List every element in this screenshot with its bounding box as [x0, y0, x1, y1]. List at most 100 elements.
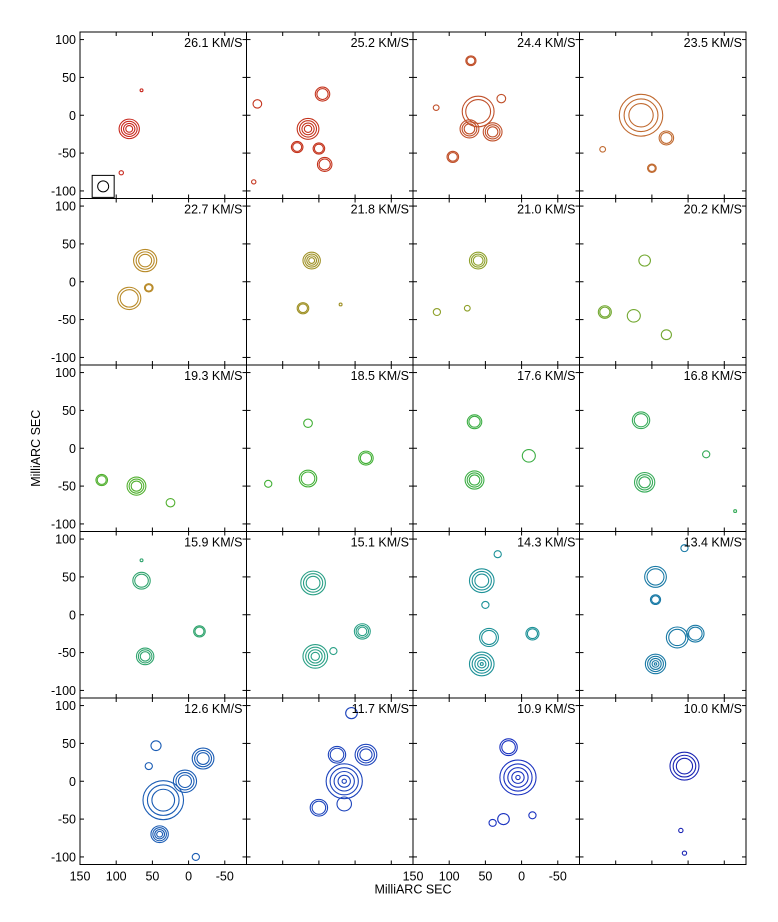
contour-level	[493, 550, 502, 559]
contour-level	[325, 763, 363, 800]
contour-level	[337, 774, 351, 788]
y-tick-label: -50	[58, 813, 76, 827]
contour-level	[196, 752, 210, 765]
contour-level	[118, 118, 140, 140]
contour-level	[479, 661, 484, 666]
y-tick-label: -100	[51, 850, 76, 864]
contour-level	[120, 120, 138, 138]
contour-group	[132, 558, 206, 666]
contour-level	[733, 509, 738, 514]
contour-level	[474, 573, 490, 588]
channel-panel: 14.3 KM/S	[412, 531, 580, 699]
channel-panel: 11.7 KM/S	[246, 697, 414, 865]
y-tick-label: -50	[58, 646, 76, 660]
velocity-label: 19.3 KM/S	[184, 369, 242, 383]
contour-level	[479, 627, 499, 648]
panel-frame	[412, 697, 580, 865]
contour-level	[165, 498, 176, 508]
contour-level	[511, 770, 525, 784]
contour-level	[302, 643, 329, 669]
axes-layer: 100500-50-100100500-50-100100500-50-1001…	[29, 33, 567, 896]
x-tick-label: 100	[106, 870, 127, 884]
contour-level	[464, 470, 485, 490]
contour-level	[678, 827, 684, 834]
contour-level	[468, 568, 495, 594]
contour-level	[177, 774, 193, 789]
contour-level	[300, 570, 326, 596]
panel-frame	[79, 31, 247, 199]
contour-level	[305, 646, 326, 667]
channel-panel: 20.2 KM/S	[579, 198, 747, 366]
contour-level	[357, 626, 368, 637]
contour-level	[660, 329, 672, 341]
contour-level	[329, 647, 338, 656]
velocity-label: 16.8 KM/S	[684, 369, 742, 383]
y-tick-label: -100	[51, 684, 76, 698]
contour-group	[142, 740, 215, 861]
contour-level	[470, 253, 486, 268]
contour-level	[137, 649, 153, 664]
velocity-label: 23.5 KM/S	[684, 36, 742, 50]
contour-level	[672, 754, 697, 778]
contour-level	[296, 117, 320, 140]
contour-group	[432, 251, 488, 317]
y-tick-label: 50	[62, 570, 76, 584]
contour-level	[150, 825, 169, 844]
contour-level	[316, 156, 333, 172]
contour-level	[660, 131, 673, 144]
y-tick-label: 100	[55, 200, 76, 214]
panel-frame	[79, 364, 247, 532]
contour-level	[302, 251, 321, 270]
beam-box	[91, 174, 115, 198]
y-axis-title: MilliARC SEC	[29, 410, 43, 487]
x-tick-label: 150	[70, 870, 91, 884]
x-axis-title: MilliARC SEC	[374, 883, 451, 897]
velocity-label: 13.4 KM/S	[684, 536, 742, 550]
contour-level	[599, 145, 607, 153]
y-tick-label: 50	[62, 737, 76, 751]
panels-layer: 26.1 KM/S 25.2 KM/S 24.4 KM/S 23.5 KM/S 22.7…	[79, 31, 747, 865]
contour-level	[316, 88, 329, 101]
contour-level	[309, 798, 329, 817]
contour-level	[172, 769, 198, 793]
panel-frame	[579, 198, 747, 366]
contour-level	[150, 740, 162, 752]
velocity-label: 15.1 KM/S	[351, 536, 409, 550]
contour-level	[472, 255, 484, 266]
y-tick-label: 0	[69, 608, 76, 622]
contour-level	[461, 95, 495, 128]
contour-group	[264, 418, 374, 488]
contour-group	[599, 93, 675, 173]
contour-group	[300, 570, 371, 669]
contour-group	[309, 707, 378, 817]
x-tick-label: 150	[403, 870, 424, 884]
contour-level	[125, 125, 134, 133]
contour-level	[646, 568, 665, 586]
contour-group	[251, 86, 333, 185]
contour-level	[329, 767, 359, 796]
y-tick-label: 50	[62, 404, 76, 418]
contour-level	[649, 657, 662, 670]
contour-level	[96, 475, 107, 485]
contour-level	[118, 170, 124, 176]
contour-level	[345, 707, 358, 720]
contour-level	[139, 88, 144, 93]
y-tick-label: 100	[55, 33, 76, 47]
contour-level	[669, 751, 700, 781]
contour-level	[305, 575, 321, 591]
contour-level	[156, 830, 164, 838]
contour-level	[193, 625, 206, 638]
contour-level	[497, 812, 510, 826]
contour-level	[303, 418, 313, 429]
contour-level	[303, 124, 313, 133]
contour-level	[292, 142, 303, 152]
contour-group	[464, 414, 536, 490]
contour-level	[194, 749, 213, 768]
contour-level	[461, 121, 478, 137]
contour-level	[463, 304, 471, 312]
y-tick-label: 100	[55, 366, 76, 380]
contour-level	[503, 763, 533, 792]
velocity-label: 22.7 KM/S	[184, 203, 242, 217]
velocity-label: 14.3 KM/S	[517, 536, 575, 550]
contour-level	[636, 474, 654, 491]
